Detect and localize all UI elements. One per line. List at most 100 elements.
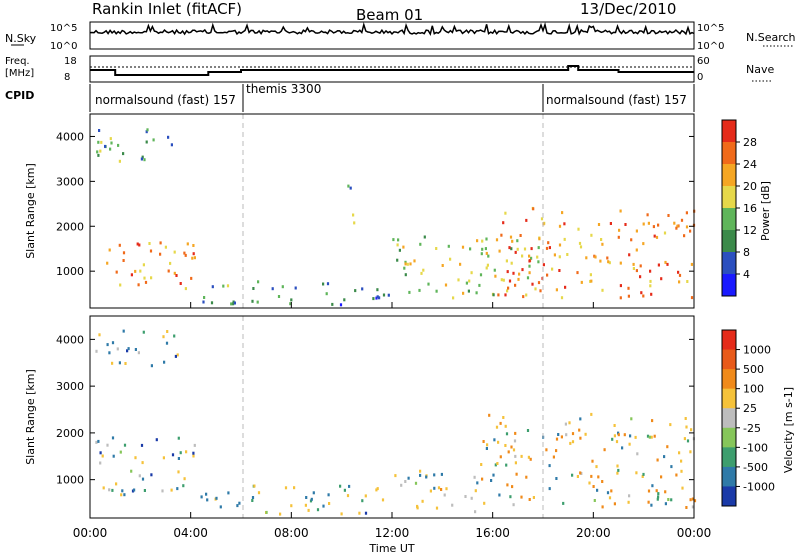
colorbar-swatch: [722, 486, 736, 507]
power-cell: [601, 288, 604, 292]
vel-cell: [486, 443, 489, 447]
colorbar-tick-label: -100: [743, 441, 768, 454]
vel-cell: [651, 484, 654, 488]
vel-cell: [206, 498, 209, 502]
date-title: 13/Dec/2010: [580, 0, 676, 18]
power-cell: [630, 238, 633, 242]
vel-cell: [95, 349, 98, 353]
power-cell: [493, 268, 496, 272]
vel-cell: [150, 473, 153, 477]
power-cell: [531, 282, 534, 286]
power-cell: [526, 276, 530, 280]
vel-cell: [99, 461, 102, 465]
vel-cell: [555, 449, 558, 453]
velocity-y-ticks: 4000 3000 2000 1000: [56, 333, 694, 487]
power-cell: [690, 262, 693, 266]
vel-cell: [165, 341, 169, 345]
power-cell: [444, 283, 448, 287]
power-cell: [479, 273, 483, 277]
colorbar-swatch: [722, 330, 736, 351]
power-cell: [506, 289, 509, 293]
vel-cell: [141, 477, 145, 481]
power-cell: [566, 253, 569, 256]
power-cell: [600, 238, 603, 241]
power-cell: [537, 246, 540, 250]
power-cell: [150, 276, 153, 280]
vel-cell: [611, 437, 614, 441]
vel-cell: [527, 455, 530, 459]
power-cell: [585, 256, 588, 260]
vel-cell: [307, 508, 310, 512]
vel-cell: [215, 496, 218, 500]
vel-cell: [579, 436, 582, 440]
vel-cell: [507, 450, 510, 454]
vel-cell: [656, 497, 659, 501]
colorbar-swatch: [722, 186, 736, 209]
power-cell: [599, 259, 602, 263]
power-cell: [639, 275, 642, 279]
power-cell: [647, 221, 650, 225]
vel-cell: [400, 483, 403, 487]
power-cell: [419, 242, 422, 246]
power-cell: [465, 281, 468, 285]
freq-label-line2: [MHz]: [5, 68, 34, 79]
vel-cell: [526, 429, 530, 432]
power-cell: [551, 267, 554, 271]
power-scatter-cells: [96, 128, 696, 307]
vel-cell: [419, 469, 422, 473]
power-cell: [536, 255, 539, 259]
power-cell: [164, 245, 167, 249]
power-cell: [675, 226, 678, 230]
colorbar-swatch: [722, 466, 736, 487]
power-cell: [145, 130, 148, 134]
colorbar-tick-label: 25: [743, 402, 757, 415]
vel-cell: [684, 417, 687, 420]
cpid-label: CPID: [5, 89, 34, 102]
power-cell: [203, 296, 206, 299]
power-cell: [512, 271, 515, 275]
vel-cell: [601, 480, 604, 483]
power-cell: [632, 262, 635, 266]
power-cell: [252, 287, 255, 290]
colorbar-swatch: [722, 208, 736, 231]
power-cell: [404, 260, 407, 264]
vel-cell: [251, 499, 254, 502]
power-cell: [606, 256, 609, 260]
vel-cell: [375, 488, 378, 492]
colorbar-tick-label: 500: [743, 363, 764, 376]
power-cell: [382, 293, 386, 297]
vel-cell: [657, 492, 660, 496]
vel-cell: [506, 483, 509, 487]
power-cell: [561, 211, 564, 215]
vel-cell: [134, 456, 137, 460]
power-cell: [530, 256, 533, 260]
vel-cell: [192, 454, 195, 458]
power-cell: [98, 129, 101, 132]
vel-cell: [629, 434, 632, 438]
x-tick-label: 04:00: [173, 526, 208, 540]
power-cell: [467, 289, 470, 293]
vel-cell: [616, 471, 619, 475]
power-cell: [508, 279, 512, 283]
vel-cell: [106, 343, 109, 347]
vel-cell: [513, 439, 517, 443]
power-cell: [487, 254, 490, 258]
vel-cell: [555, 437, 559, 441]
vel-cell: [601, 505, 604, 509]
power-cell: [186, 242, 189, 246]
vel-cell: [124, 362, 127, 365]
colorbar-swatch: [722, 230, 736, 253]
vel-cell: [588, 481, 591, 485]
freq-tick-top: 18: [64, 56, 77, 67]
power-cell: [397, 238, 400, 242]
vel-cell: [440, 472, 443, 476]
vel-cell: [685, 425, 688, 429]
power-cell: [148, 242, 151, 245]
vel-cell: [627, 500, 630, 504]
vel-cell: [498, 493, 501, 497]
power-cell: [146, 128, 149, 132]
vel-cell: [162, 456, 165, 460]
vel-cell: [309, 499, 313, 503]
power-cell: [560, 296, 564, 300]
noise-right-label: N.Search: [746, 31, 796, 44]
